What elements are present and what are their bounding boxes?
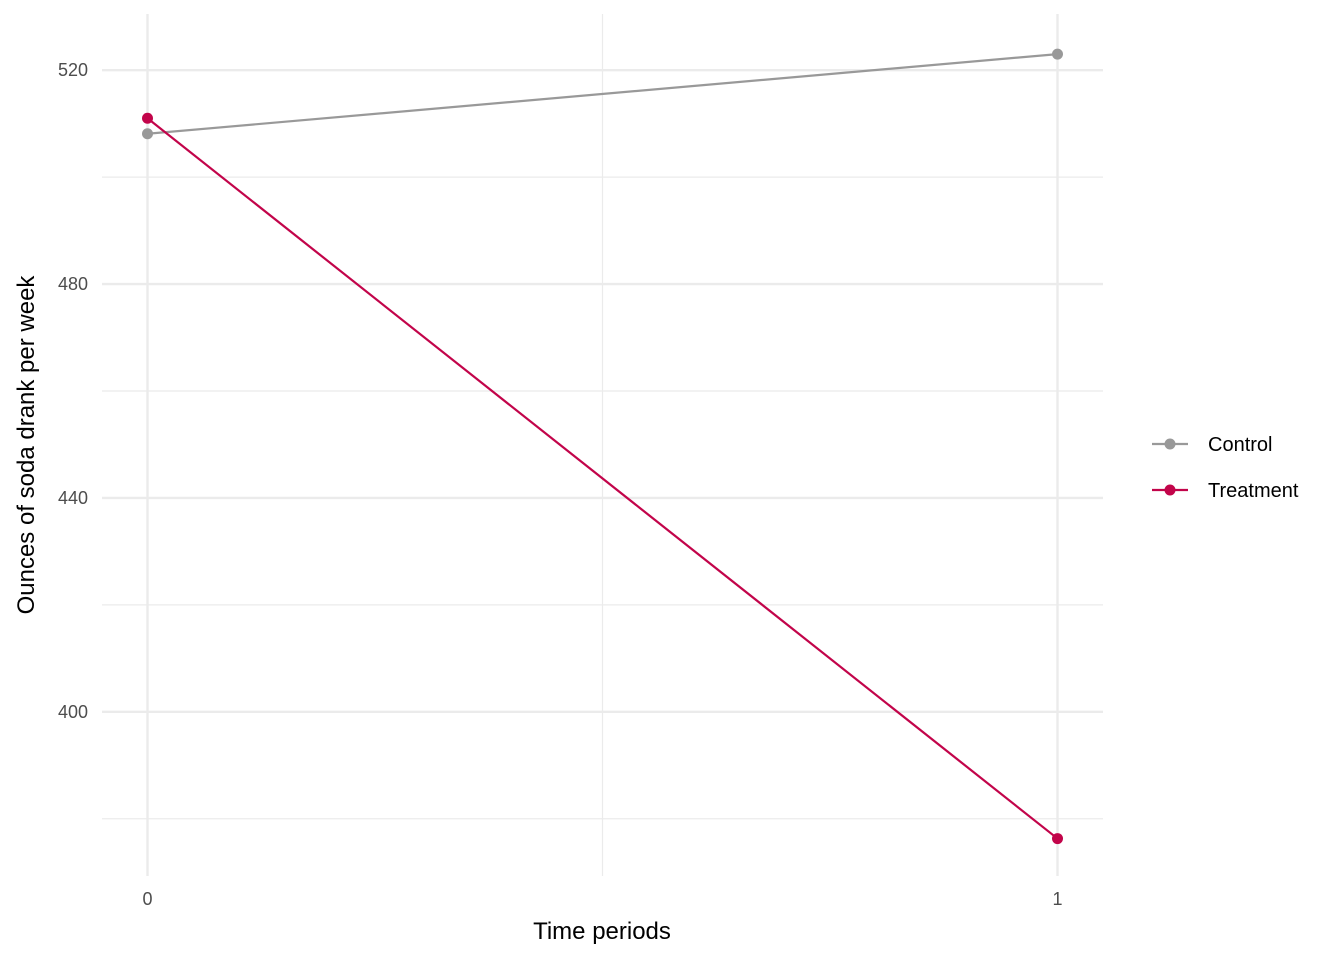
series-line (147, 53, 1058, 135)
y-tick-label: 480 (58, 274, 88, 294)
series-layer (142, 48, 1063, 845)
data-point (1052, 48, 1063, 60)
series-control (142, 48, 1063, 140)
data-point (142, 112, 153, 124)
y-tick-labels: 400 440 480 520 (58, 60, 88, 722)
x-tick-label: 1 (1052, 889, 1062, 909)
x-axis-title: Time periods (533, 918, 671, 945)
y-axis-title: Ounces of soda drank per week (13, 275, 40, 615)
minor-gridlines (102, 14, 1103, 876)
series-treatment (142, 112, 1063, 845)
x-tick-label: 0 (142, 889, 152, 909)
legend: Control Treatment (1152, 434, 1299, 502)
legend-key-point (1164, 484, 1176, 496)
series-line (146, 117, 1059, 840)
major-gridlines (102, 14, 1103, 876)
data-point (142, 128, 153, 140)
data-point (1052, 833, 1063, 845)
legend-item-control: Control (1152, 434, 1272, 456)
y-tick-label: 520 (58, 60, 88, 80)
legend-item-treatment: Treatment (1152, 480, 1299, 502)
y-tick-label: 440 (58, 488, 88, 508)
y-tick-label: 400 (58, 702, 88, 722)
legend-key-point (1164, 438, 1176, 450)
legend-label: Treatment (1208, 480, 1299, 502)
legend-label: Control (1208, 434, 1272, 456)
